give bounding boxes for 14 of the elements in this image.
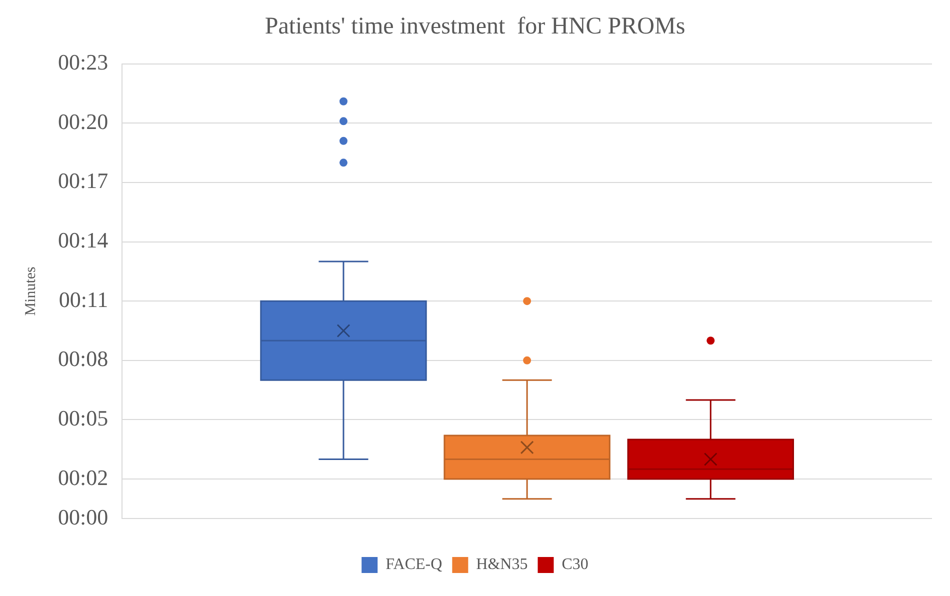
y-tick-label: 00:20 — [58, 108, 108, 134]
y-tick-label: 00:05 — [58, 406, 108, 431]
y-tick-label: 00:00 — [58, 504, 108, 530]
y-tick-label: 00:17 — [58, 168, 108, 194]
y-tick-label: 00:08 — [58, 346, 108, 372]
legend-label: H&N35 — [476, 556, 528, 574]
y-tick-label: 00:11 — [58, 286, 108, 312]
legend-label: FACE-Q — [386, 556, 443, 574]
y-tick-label: 00:14 — [58, 228, 108, 253]
y-axis-title: Minutes — [22, 266, 39, 316]
chart-title: Patients' time investment for HNC PROMs — [264, 14, 686, 40]
y-tick-label: 00:23 — [58, 50, 108, 75]
legend-label: C30 — [562, 556, 588, 574]
y-tick-label: 00:02 — [58, 464, 108, 490]
